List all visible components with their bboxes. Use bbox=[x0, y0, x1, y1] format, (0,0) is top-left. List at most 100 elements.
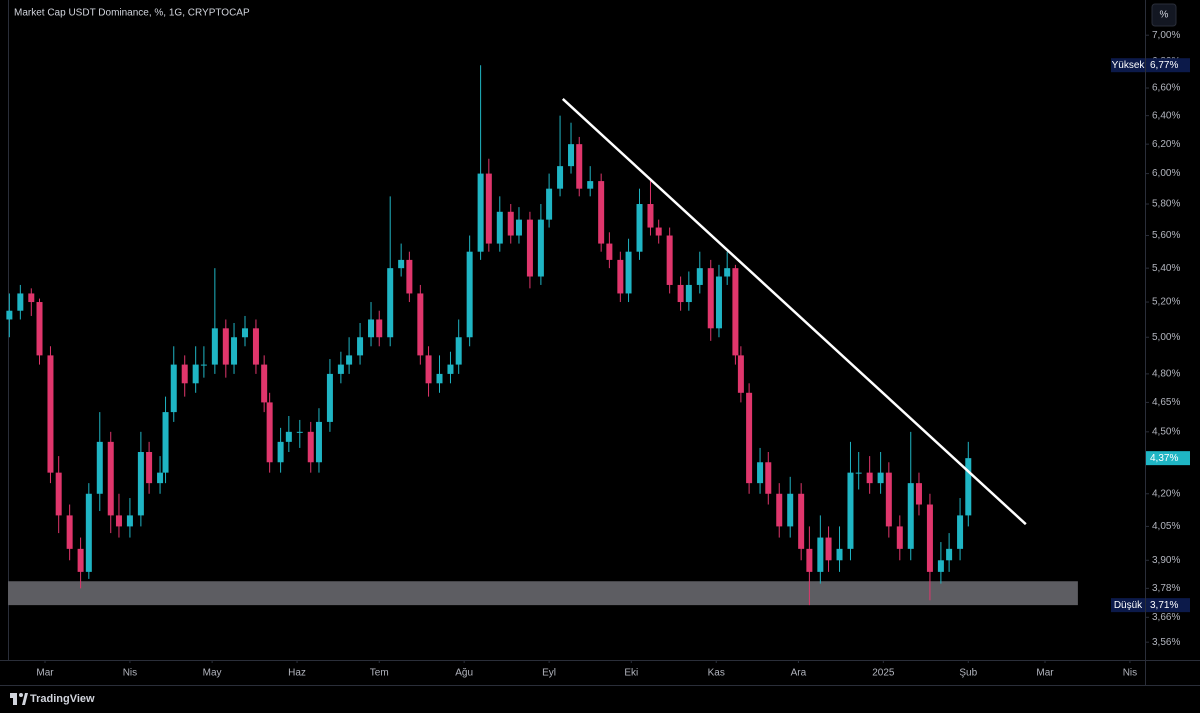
candle-body bbox=[398, 259, 405, 269]
scale-button-label[interactable]: % bbox=[1160, 10, 1169, 21]
candle-body bbox=[666, 235, 673, 285]
candle-body bbox=[737, 355, 744, 393]
candle-body bbox=[417, 293, 424, 356]
candle-body bbox=[436, 373, 443, 384]
candle-body bbox=[765, 462, 772, 494]
x-tick-label: Nis bbox=[123, 668, 137, 679]
y-tick-label: 3,56% bbox=[1152, 637, 1180, 648]
candle-body bbox=[568, 144, 575, 167]
candle-body bbox=[387, 268, 394, 338]
x-tick-label: May bbox=[203, 668, 222, 679]
support-zone bbox=[8, 581, 1078, 606]
y-tick-label: 6,00% bbox=[1152, 168, 1180, 179]
candle-body bbox=[855, 472, 862, 474]
candle-body bbox=[587, 181, 594, 189]
x-tick-label: Nis bbox=[1123, 668, 1137, 679]
candle-body bbox=[798, 493, 805, 549]
marker-value-box bbox=[1146, 598, 1190, 613]
x-tick-label: Ara bbox=[791, 668, 807, 679]
y-tick-label: 5,40% bbox=[1152, 263, 1180, 274]
marker-value: 3,71% bbox=[1150, 600, 1178, 611]
candle-body bbox=[192, 364, 199, 384]
x-tick-label: Şub bbox=[959, 668, 977, 679]
candle-body bbox=[447, 364, 454, 374]
last-value-box bbox=[1146, 451, 1190, 466]
trend-line bbox=[561, 98, 1027, 526]
candle-body bbox=[937, 560, 944, 572]
candle-body bbox=[647, 204, 654, 228]
candle-body bbox=[307, 431, 314, 463]
candle-body bbox=[685, 284, 692, 303]
candle-body bbox=[617, 259, 624, 294]
x-tick-label: Eyl bbox=[542, 668, 556, 679]
candle-body bbox=[485, 173, 492, 244]
y-tick-label: 4,65% bbox=[1152, 397, 1180, 408]
candle-body bbox=[677, 284, 684, 303]
marker-value: 6,77% bbox=[1150, 60, 1178, 71]
candle-body bbox=[477, 173, 484, 252]
plot bbox=[6, 65, 1078, 606]
candle-body bbox=[368, 319, 375, 338]
brand: TradingView bbox=[30, 693, 95, 705]
candle-body bbox=[515, 219, 522, 236]
y-tick-label: 3,78% bbox=[1152, 583, 1180, 594]
candle-body bbox=[707, 268, 714, 329]
candle-body bbox=[724, 268, 731, 277]
x-tick-label: Tem bbox=[370, 668, 389, 679]
candle-body bbox=[66, 515, 73, 549]
candle-body bbox=[625, 251, 632, 294]
candle-body bbox=[636, 204, 643, 252]
marker-value-box bbox=[1146, 58, 1190, 73]
candle-body bbox=[6, 310, 13, 320]
candle-body bbox=[896, 526, 903, 549]
candle-body bbox=[162, 412, 169, 473]
y-tick-label: 4,50% bbox=[1152, 426, 1180, 437]
candle-body bbox=[241, 328, 248, 338]
candle-body bbox=[825, 537, 832, 561]
candle-body bbox=[817, 537, 824, 572]
candle-body bbox=[115, 515, 122, 527]
x-tick-label: Mar bbox=[1036, 668, 1054, 679]
candle-body bbox=[598, 181, 605, 244]
candle-body bbox=[137, 452, 144, 516]
scale-button[interactable] bbox=[1151, 3, 1177, 27]
marker-name-box bbox=[1111, 58, 1145, 73]
candle-body bbox=[28, 293, 35, 303]
candle-body bbox=[346, 355, 353, 365]
candle-body bbox=[357, 337, 364, 356]
candle-body bbox=[126, 515, 133, 527]
y-tick-label: 7,00% bbox=[1152, 30, 1180, 41]
y-tick-label: 4,20% bbox=[1152, 488, 1180, 499]
candle-body bbox=[170, 364, 177, 413]
candle-body bbox=[181, 364, 188, 384]
x-tick-label: Ağu bbox=[455, 668, 473, 679]
marker-name-box bbox=[1111, 598, 1145, 613]
candle-body bbox=[296, 431, 303, 433]
candle-body bbox=[847, 472, 854, 549]
brand-logo bbox=[10, 693, 28, 705]
candle-body bbox=[146, 452, 153, 484]
x-tick-label: 2025 bbox=[872, 668, 895, 679]
y-tick-label: 5,80% bbox=[1152, 199, 1180, 210]
candle-body bbox=[277, 441, 284, 463]
candle-body bbox=[806, 548, 813, 572]
candle-body bbox=[957, 515, 964, 549]
candle-body bbox=[157, 472, 164, 484]
y-tick-label: 5,00% bbox=[1152, 332, 1180, 343]
last-value: 4,37% bbox=[1150, 453, 1178, 464]
candle-body bbox=[231, 337, 238, 365]
y-tick-label: 5,20% bbox=[1152, 297, 1180, 308]
y-tick-label: 3,66% bbox=[1152, 612, 1180, 623]
x-tick-label: Mar bbox=[36, 668, 54, 679]
candle-body bbox=[507, 211, 514, 236]
candle-body bbox=[757, 462, 764, 484]
candle-body bbox=[315, 421, 322, 463]
candle-body bbox=[776, 493, 783, 527]
candle-body bbox=[96, 441, 103, 494]
candle-body bbox=[200, 364, 207, 366]
candle-body bbox=[787, 493, 794, 527]
marker-name: Yüksek bbox=[1112, 60, 1146, 71]
candle-body bbox=[907, 483, 914, 549]
y-tick-label: 6,20% bbox=[1152, 139, 1180, 150]
